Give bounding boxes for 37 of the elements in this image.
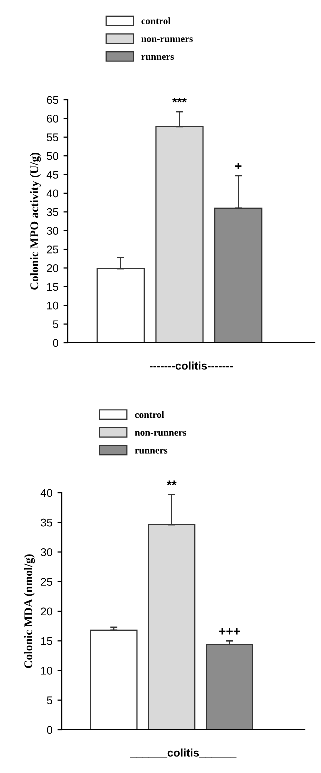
y-tick-label: 65 — [47, 96, 59, 104]
y-axis-title: Colonic MDA (nmol/g) — [24, 554, 36, 668]
y-tick-label: 25 — [47, 246, 59, 254]
y-tick-label: 25 — [41, 578, 53, 586]
legend-label: control — [142, 18, 171, 24]
y-tick-label: 20 — [41, 608, 53, 616]
y-tick-label: 0 — [47, 726, 53, 734]
y-tick-label: 40 — [46, 190, 59, 198]
data-label: *** — [172, 98, 188, 103]
y-tick-label: 45 — [46, 171, 59, 179]
y-tick-label: 15 — [47, 283, 59, 292]
data-label: + — [235, 163, 242, 170]
y-tick-label: 10 — [41, 667, 53, 675]
y-tick-label: 50 — [47, 152, 59, 160]
y-tick-label: 15 — [41, 638, 53, 646]
y-tick-label: 55 — [47, 134, 59, 142]
y-tick-label: 60 — [47, 114, 59, 123]
y-axis-title: Colonic MPO activity (U/g) — [30, 153, 42, 290]
x-axis-title: ______colitis______ — [130, 748, 237, 758]
legend-label: runners — [135, 449, 168, 454]
y-tick-label: 35 — [47, 208, 59, 216]
y-tick-label: 30 — [47, 227, 59, 235]
y-tick-label: 20 — [47, 264, 59, 272]
legend-label: control — [135, 411, 164, 418]
legend-label: runners — [142, 55, 174, 60]
legend-label: non-runners — [142, 38, 194, 42]
data-label: +++ — [219, 628, 240, 635]
y-tick-label: 35 — [41, 518, 53, 527]
y-tick-label: 30 — [41, 548, 53, 556]
y-tick-label: 5 — [47, 696, 53, 705]
y-tick-label: 10 — [47, 302, 59, 310]
x-axis-title: -------colitis------- — [150, 362, 234, 370]
legend-label: non-runners — [135, 431, 187, 436]
data-label: ** — [167, 480, 177, 486]
y-tick-label: 5 — [53, 320, 59, 328]
y-tick-label: 40 — [40, 489, 53, 498]
y-tick-label: 0 — [53, 339, 59, 348]
